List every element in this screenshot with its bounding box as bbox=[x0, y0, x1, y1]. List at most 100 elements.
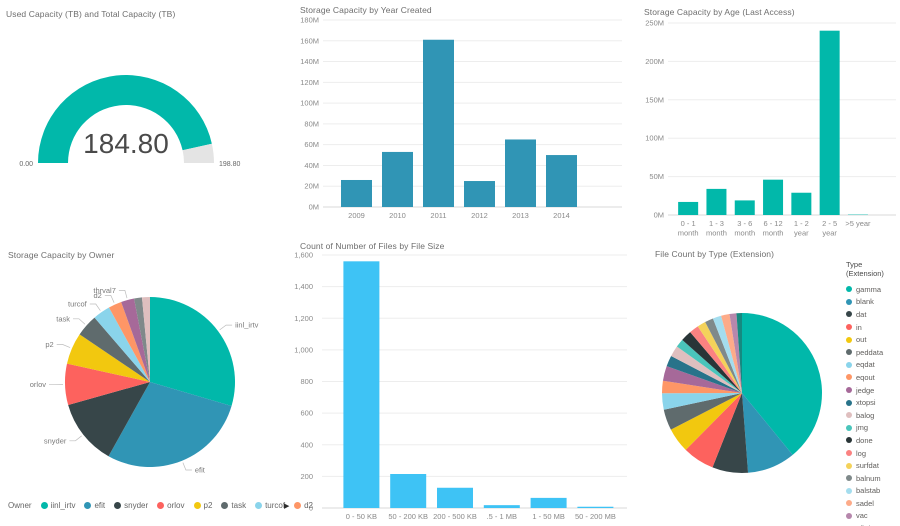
legend-item-blank[interactable]: blank bbox=[846, 296, 900, 309]
legend-item-label: jedge bbox=[856, 385, 875, 395]
legend-item-dat[interactable]: dat bbox=[846, 308, 900, 321]
legend-item-balstab[interactable]: balstab bbox=[846, 485, 900, 498]
legend-item-orlov[interactable]: orlov bbox=[157, 501, 185, 510]
pie-slice-iinl_irtv[interactable] bbox=[150, 296, 236, 407]
pie-slice-jmg[interactable] bbox=[676, 339, 742, 393]
legend-item-p2[interactable]: p2 bbox=[193, 501, 213, 510]
pie-slice-surfdat[interactable] bbox=[697, 321, 742, 393]
legend-item-peddata[interactable]: peddata bbox=[846, 346, 900, 359]
legend-item-in[interactable]: in bbox=[846, 321, 900, 334]
pie-slice-balnum[interactable] bbox=[705, 318, 742, 393]
bar-3---6-month[interactable] bbox=[734, 200, 755, 215]
legend-item-label: turcof bbox=[265, 501, 286, 510]
legend-item-surfdat[interactable]: surfdat bbox=[846, 459, 900, 472]
pie-slice-balog[interactable] bbox=[671, 346, 742, 393]
bar-0---50-KB[interactable] bbox=[343, 261, 380, 508]
pie-slice-balstab[interactable] bbox=[712, 315, 742, 393]
pie-slice-efitdat[interactable] bbox=[736, 313, 742, 393]
legend-item-log[interactable]: log bbox=[846, 447, 900, 460]
legend-item-out[interactable]: out bbox=[846, 333, 900, 346]
legend-dot-icon bbox=[846, 286, 852, 293]
legend-item-balnum[interactable]: balnum bbox=[846, 472, 900, 485]
legend-overflow-arrow-icon[interactable]: ▶ bbox=[284, 503, 290, 510]
pie-label: task bbox=[56, 314, 70, 323]
legend-item-label: balstab bbox=[856, 486, 881, 496]
legend-item-label: surfdat bbox=[856, 461, 879, 471]
pie-slice-p2[interactable] bbox=[67, 334, 150, 382]
pie-slice-d2[interactable] bbox=[108, 302, 150, 382]
type-legend-title: Type (Extension) bbox=[846, 260, 884, 278]
year-chart-title: Storage Capacity by Year Created bbox=[300, 5, 432, 15]
bar-50---200-KB[interactable] bbox=[390, 474, 427, 508]
x-category-label: 0 - 50 KB bbox=[346, 512, 377, 521]
pie-label: orlov bbox=[30, 380, 47, 389]
pie-slice-small[interactable] bbox=[141, 297, 150, 382]
legend-item-iinl_irtv[interactable]: iinl_irtv bbox=[40, 501, 75, 510]
bar-2012[interactable] bbox=[464, 181, 495, 207]
bar-2014[interactable] bbox=[546, 155, 577, 207]
legend-item-label: p2 bbox=[203, 501, 213, 510]
type-pie-title: File Count by Type (Extension) bbox=[655, 249, 775, 259]
legend-item-vac[interactable]: vac bbox=[846, 510, 900, 523]
pie-slice-eqout[interactable] bbox=[661, 380, 742, 394]
x-category-label: year bbox=[822, 229, 837, 238]
legend-item-sadel[interactable]: sadel bbox=[846, 497, 900, 510]
pie-slice-small[interactable] bbox=[134, 297, 150, 382]
x-category-label: month bbox=[678, 229, 699, 238]
pie-slice-vac[interactable] bbox=[729, 313, 742, 393]
pie-slice-blank[interactable] bbox=[742, 393, 793, 473]
legend-item-label: blank bbox=[856, 297, 874, 307]
legend-item-balog[interactable]: balog bbox=[846, 409, 900, 422]
legend-item-eqdat[interactable]: eqdat bbox=[846, 359, 900, 372]
pie-slice-thrval7[interactable] bbox=[121, 298, 150, 382]
pie-slice-turcof[interactable] bbox=[94, 307, 151, 382]
legend-item-done[interactable]: done bbox=[846, 434, 900, 447]
bar-50---200-MB[interactable] bbox=[577, 506, 614, 508]
pie-label: snyder bbox=[44, 436, 67, 445]
bar-1---2-year[interactable] bbox=[791, 192, 812, 215]
legend-item-d2[interactable]: d2 bbox=[294, 501, 313, 510]
pie-slice-task[interactable] bbox=[79, 317, 150, 382]
legend-dot-icon bbox=[846, 361, 852, 368]
bar-2011[interactable] bbox=[423, 39, 454, 207]
pie-slice-done[interactable] bbox=[682, 332, 742, 393]
legend-item-eqout[interactable]: eqout bbox=[846, 371, 900, 384]
pie-slice-out[interactable] bbox=[670, 393, 742, 450]
bar-.5---1-MB[interactable] bbox=[483, 505, 520, 508]
legend-item-efitdat[interactable]: efitdat bbox=[846, 522, 900, 526]
legend-item-xtopsi[interactable]: xtopsi bbox=[846, 396, 900, 409]
bar-2010[interactable] bbox=[382, 151, 413, 207]
pie-slice-peddata[interactable] bbox=[663, 393, 742, 430]
bar-6---12-month[interactable] bbox=[763, 179, 784, 215]
pie-slice-eqdat[interactable] bbox=[662, 393, 742, 410]
pie-slice-xtopsi[interactable] bbox=[666, 355, 742, 393]
legend-item-snyder[interactable]: snyder bbox=[114, 501, 148, 510]
bar-2009[interactable] bbox=[341, 179, 372, 207]
legend-item-turcof[interactable]: turcof bbox=[255, 501, 285, 510]
pie-slice-snyder[interactable] bbox=[68, 382, 150, 457]
y-tick-label: 60M bbox=[304, 140, 319, 149]
pie-slice-efit[interactable] bbox=[108, 382, 232, 468]
pie-slice-in[interactable] bbox=[685, 393, 742, 468]
legend-item-gamma[interactable]: gamma bbox=[846, 283, 900, 296]
legend-item-task[interactable]: task bbox=[221, 501, 246, 510]
age-chart-title: Storage Capacity by Age (Last Access) bbox=[644, 7, 795, 17]
bar-1---3-month[interactable] bbox=[706, 188, 727, 215]
legend-dot-icon bbox=[846, 336, 852, 343]
pie-slice-orlov[interactable] bbox=[65, 363, 150, 405]
bar-200---500-KB[interactable] bbox=[437, 487, 473, 508]
bar-0---1-month[interactable] bbox=[678, 201, 699, 215]
legend-item-label: out bbox=[856, 335, 867, 345]
bar-2013[interactable] bbox=[505, 139, 536, 207]
legend-item-jedge[interactable]: jedge bbox=[846, 384, 900, 397]
legend-item-efit[interactable]: efit bbox=[84, 501, 105, 510]
pie-slice-gamma[interactable] bbox=[742, 313, 822, 455]
legend-item-jmg[interactable]: jmg bbox=[846, 422, 900, 435]
pie-slice-jedge[interactable] bbox=[662, 366, 742, 393]
pie-slice-sadel[interactable] bbox=[721, 313, 742, 393]
owner-legend-title: Owner bbox=[8, 501, 32, 510]
bar-2---5-year[interactable] bbox=[819, 30, 840, 216]
bar-1---50-MB[interactable] bbox=[530, 497, 567, 508]
pie-slice-log[interactable] bbox=[690, 326, 742, 393]
pie-slice-dat[interactable] bbox=[712, 393, 749, 473]
